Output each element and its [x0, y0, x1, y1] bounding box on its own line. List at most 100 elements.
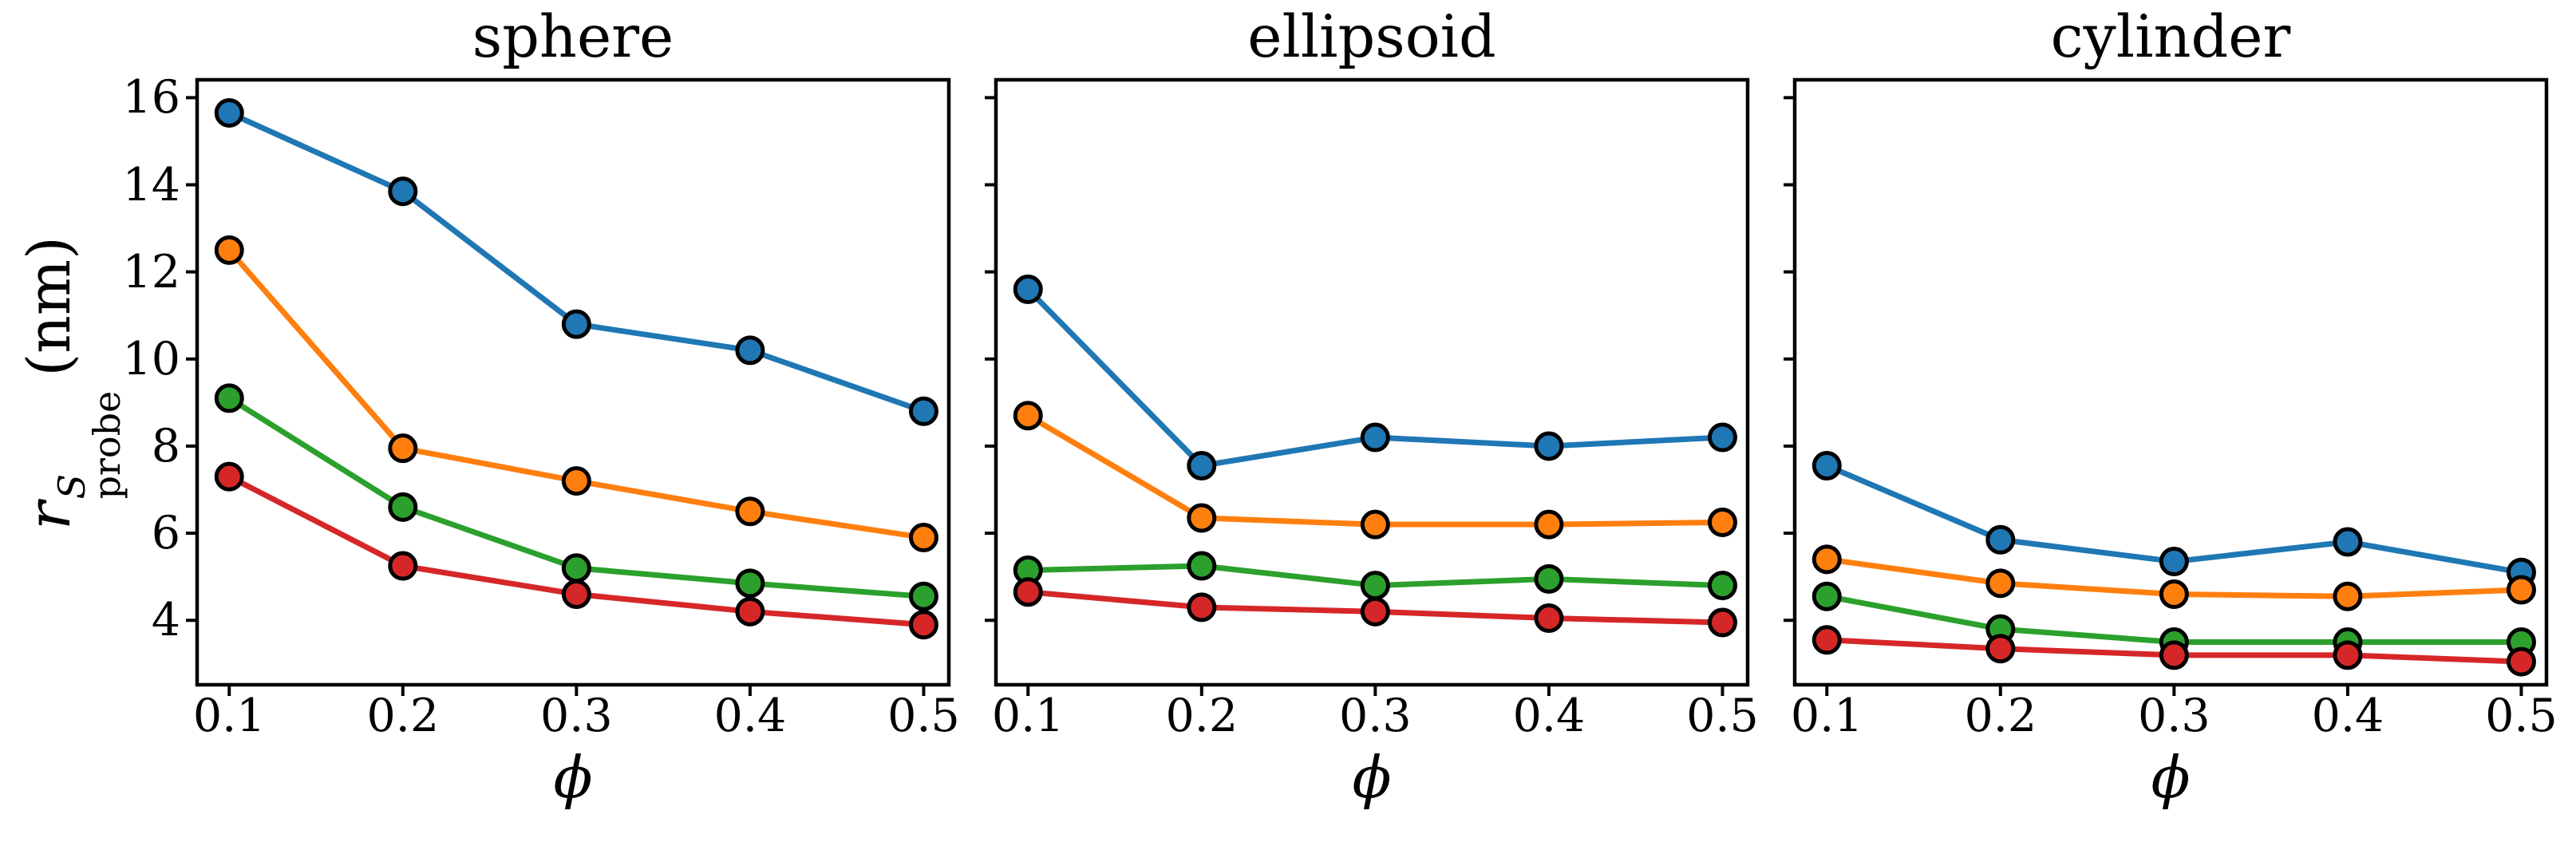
data-point-marker: [388, 551, 418, 581]
series-red: [1811, 625, 2536, 677]
series-red: [1013, 577, 1737, 638]
x-tick-label: 0.2: [1964, 690, 2037, 742]
data-point-marker: [1013, 401, 1043, 431]
x-tick-label: 0.3: [2138, 690, 2211, 742]
data-point-marker: [1707, 571, 1737, 601]
data-point-marker: [561, 579, 591, 609]
data-point-marker: [1187, 503, 1217, 533]
data-point-marker: [735, 568, 765, 599]
data-point-marker: [1360, 422, 1390, 453]
x-tick-label: 0.3: [1339, 690, 1412, 742]
x-tick-label: 0.5: [2485, 690, 2558, 742]
data-point-marker: [2159, 640, 2189, 670]
x-tick-label: 0.1: [192, 690, 266, 742]
y-tick-label: 10: [122, 332, 180, 385]
x-tick-label: 0.4: [2311, 690, 2384, 742]
data-point-marker: [908, 610, 938, 640]
data-point-marker: [1360, 571, 1390, 601]
data-point-marker: [561, 553, 591, 583]
series-red: [214, 461, 938, 640]
panel-title-ellipsoid: ellipsoid: [1247, 3, 1496, 71]
data-point-marker: [735, 496, 765, 527]
axes-spines: [994, 77, 1750, 687]
x-axis-label-cylinder: ϕ: [2151, 744, 2191, 811]
x-tick-label: 0.5: [1686, 690, 1759, 742]
data-point-marker: [2333, 640, 2363, 670]
series-orange: [1013, 401, 1737, 540]
series-green: [214, 383, 938, 611]
data-point-marker: [1187, 551, 1217, 581]
series-blue: [214, 97, 938, 426]
x-tick-label: 0.2: [366, 690, 440, 742]
data-point-marker: [1187, 451, 1217, 481]
panel-cylinder: [1784, 77, 2549, 696]
panel-title-sphere: sphere: [472, 3, 674, 71]
series-orange: [1811, 544, 2536, 611]
data-point-marker: [214, 235, 244, 265]
data-point-marker: [2333, 527, 2363, 557]
x-axis-label-sphere: ϕ: [553, 744, 593, 811]
data-point-marker: [388, 433, 418, 464]
panel-title-cylinder: cylinder: [2050, 3, 2291, 71]
y-tick-label: 6: [151, 507, 180, 560]
data-point-marker: [1811, 581, 1842, 611]
data-point-marker: [1013, 274, 1043, 304]
data-point-marker: [1534, 603, 1564, 634]
data-point-marker: [1360, 509, 1390, 540]
y-tick-label: 14: [122, 158, 180, 211]
data-point-marker: [1707, 422, 1737, 453]
x-tick-label: 0.2: [1165, 690, 1239, 742]
data-point-marker: [735, 335, 765, 366]
data-point-marker: [1187, 592, 1217, 623]
panel-sphere: [186, 77, 951, 696]
data-point-marker: [388, 492, 418, 522]
data-point-marker: [1985, 634, 2016, 664]
data-point-marker: [1360, 596, 1390, 627]
data-point-marker: [2159, 547, 2189, 577]
y-tick-label: 8: [151, 419, 180, 472]
axes-spines: [195, 77, 951, 687]
x-tick-label: 0.3: [540, 690, 613, 742]
axes-spines: [1792, 77, 2549, 687]
data-point-marker: [1707, 507, 1737, 537]
data-point-marker: [2159, 579, 2189, 609]
data-point-marker: [1707, 607, 1737, 638]
data-point-marker: [561, 309, 591, 339]
series-blue: [1811, 451, 2536, 587]
data-point-marker: [2333, 581, 2363, 611]
data-point-marker: [2506, 646, 2536, 677]
data-point-marker: [2506, 575, 2536, 605]
y-tick-label: 12: [122, 245, 180, 298]
data-point-marker: [214, 461, 244, 492]
data-point-marker: [908, 396, 938, 426]
data-point-marker: [388, 176, 418, 207]
x-tick-label: 0.4: [713, 690, 787, 742]
data-point-marker: [1811, 625, 1842, 655]
data-point-marker: [735, 596, 765, 627]
x-tick-label: 0.1: [991, 690, 1065, 742]
y-tick-label: 16: [122, 71, 180, 125]
data-point-marker: [1985, 524, 2016, 555]
series-green: [1013, 551, 1737, 601]
x-tick-label: 0.4: [1512, 690, 1586, 742]
data-point-marker: [561, 466, 591, 496]
data-point-marker: [1534, 431, 1564, 461]
x-tick-label: 0.1: [1790, 690, 1863, 742]
data-point-marker: [908, 581, 938, 611]
data-point-marker: [1985, 568, 2016, 599]
data-point-marker: [908, 523, 938, 553]
series-orange: [214, 235, 938, 553]
data-point-marker: [214, 383, 244, 413]
series-blue: [1013, 274, 1737, 481]
data-point-marker: [1013, 577, 1043, 607]
data-point-marker: [1534, 563, 1564, 594]
panel-ellipsoid: [985, 77, 1750, 696]
data-point-marker: [1811, 451, 1842, 481]
y-tick-label: 4: [151, 594, 180, 647]
data-point-marker: [214, 97, 244, 128]
data-point-marker: [1811, 544, 1842, 575]
x-axis-label-ellipsoid: ϕ: [1352, 744, 1392, 811]
data-point-marker: [1534, 509, 1564, 540]
